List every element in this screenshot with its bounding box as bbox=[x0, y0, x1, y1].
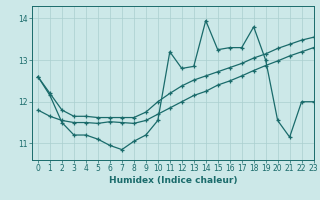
X-axis label: Humidex (Indice chaleur): Humidex (Indice chaleur) bbox=[108, 176, 237, 185]
